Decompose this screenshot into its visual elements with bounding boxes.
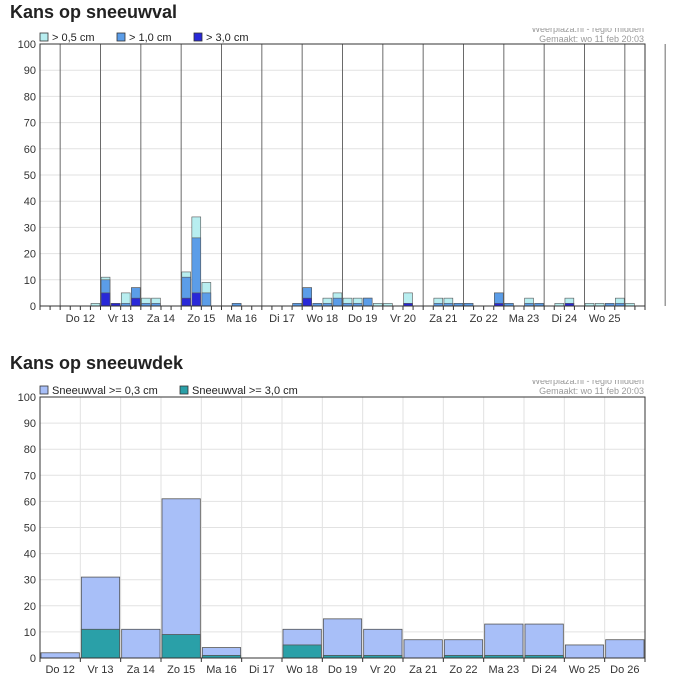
bar — [484, 623, 524, 659]
bar — [161, 498, 201, 659]
x-tick-label: Do 12 — [66, 313, 95, 325]
plot-frame — [39, 396, 646, 659]
bar — [403, 639, 443, 659]
y-tick-label: 20 — [24, 601, 36, 613]
y-tick-label: 40 — [24, 549, 36, 561]
bar — [201, 292, 212, 307]
legend-swatch — [39, 32, 49, 42]
bar — [121, 628, 161, 659]
y-tick-label: 80 — [24, 444, 36, 456]
chart-title-snowfall: Kans op sneeuwval — [10, 2, 178, 22]
source-label: Weerplaza.nl - regio midden — [532, 380, 644, 386]
x-tick-label: Di 24 — [551, 313, 577, 325]
bar — [181, 297, 191, 307]
x-tick-label: Za 14 — [147, 313, 175, 325]
bar — [191, 292, 202, 307]
legend-label: Sneeuwval >= 3,0 cm — [192, 385, 298, 397]
y-tick-label: 50 — [24, 523, 36, 535]
bar — [40, 652, 80, 659]
x-tick-label: Vr 13 — [88, 664, 114, 676]
x-tick-label: Wo 18 — [307, 313, 339, 325]
x-tick-label: Do 19 — [328, 664, 357, 676]
x-tick-label: Wo 25 — [569, 664, 601, 676]
legend-swatch — [116, 32, 126, 42]
x-tick-label: Do 12 — [45, 664, 74, 676]
bar — [362, 297, 373, 307]
x-tick-label: Vr 20 — [370, 664, 396, 676]
bar — [302, 297, 312, 307]
y-tick-label: 40 — [24, 196, 36, 208]
plot-frame — [39, 43, 646, 307]
bar — [80, 628, 121, 659]
bar — [363, 628, 403, 659]
y-tick-label: 100 — [18, 392, 36, 404]
legend-label: > 0,5 cm — [52, 32, 95, 44]
bar — [564, 644, 605, 659]
x-tick-label: Ma 23 — [509, 313, 540, 325]
x-tick-label: Vr 13 — [108, 313, 134, 325]
x-tick-label: Vr 20 — [390, 313, 416, 325]
y-tick-label: 10 — [24, 627, 36, 639]
legend-swatch — [39, 385, 49, 395]
bar — [100, 292, 111, 307]
y-tick-label: 0 — [30, 653, 36, 665]
bar — [161, 634, 201, 659]
y-tick-label: 50 — [24, 170, 36, 182]
x-tick-label: Za 21 — [429, 313, 457, 325]
bar — [332, 297, 343, 307]
y-tick-label: 70 — [24, 118, 36, 130]
x-tick-label: Ma 16 — [206, 664, 237, 676]
y-tick-label: 90 — [24, 65, 36, 77]
legend-swatch — [179, 385, 189, 395]
y-tick-label: 60 — [24, 496, 36, 508]
x-tick-label: Zo 15 — [167, 664, 195, 676]
x-tick-label: Zo 22 — [449, 664, 477, 676]
y-tick-label: 10 — [24, 275, 36, 287]
x-tick-label: Do 19 — [348, 313, 377, 325]
y-tick-label: 70 — [24, 470, 36, 482]
snowcover-chart: 0 10 20 30 40 50 60 70 80 90 100 Weerplaza.nl - reg… — [18, 380, 646, 676]
bar — [605, 639, 645, 659]
x-tick-label: Di 17 — [269, 313, 295, 325]
x-tick-label: Wo 25 — [589, 313, 621, 325]
legend-label: > 1,0 cm — [129, 32, 172, 44]
bar — [282, 644, 322, 659]
x-tick-label: Di 24 — [531, 664, 557, 676]
y-tick-label: 30 — [24, 222, 36, 234]
legend-label: > 3,0 cm — [206, 32, 249, 44]
legend-label: Sneeuwval >= 0,3 cm — [52, 385, 158, 397]
bar — [322, 618, 363, 659]
x-tick-label: Di 17 — [249, 664, 275, 676]
y-tick-label: 100 — [18, 39, 36, 51]
bar — [524, 623, 564, 659]
chart-title-snowcover: Kans op sneeuwdek — [10, 353, 184, 373]
x-tick-label: Wo 18 — [286, 664, 318, 676]
y-tick-label: 20 — [24, 249, 36, 261]
y-tick-label: 60 — [24, 144, 36, 156]
x-tick-label: Za 21 — [409, 664, 437, 676]
y-tick-label: 0 — [30, 301, 36, 313]
x-tick-label: Ma 23 — [489, 664, 520, 676]
x-tick-label: Ma 16 — [226, 313, 257, 325]
y-tick-label: 80 — [24, 91, 36, 103]
snowfall-chart: 0 10 20 30 40 50 60 70 80 90 100 Weerplaza.nl - reg… — [18, 28, 666, 325]
bar — [131, 297, 141, 307]
created-label: Gemaakt: wo 11 feb 20:03 — [539, 34, 644, 44]
created-label: Gemaakt: wo 11 feb 20:03 — [539, 386, 644, 396]
legend-swatch — [193, 32, 203, 42]
x-tick-label: Zo 22 — [470, 313, 498, 325]
x-tick-label: Zo 15 — [187, 313, 215, 325]
y-tick-label: 90 — [24, 418, 36, 430]
y-tick-label: 30 — [24, 575, 36, 587]
x-tick-label: Za 14 — [127, 664, 155, 676]
source-label: Weerplaza.nl - regio midden — [532, 28, 644, 34]
x-tick-label: Do 26 — [610, 664, 639, 676]
